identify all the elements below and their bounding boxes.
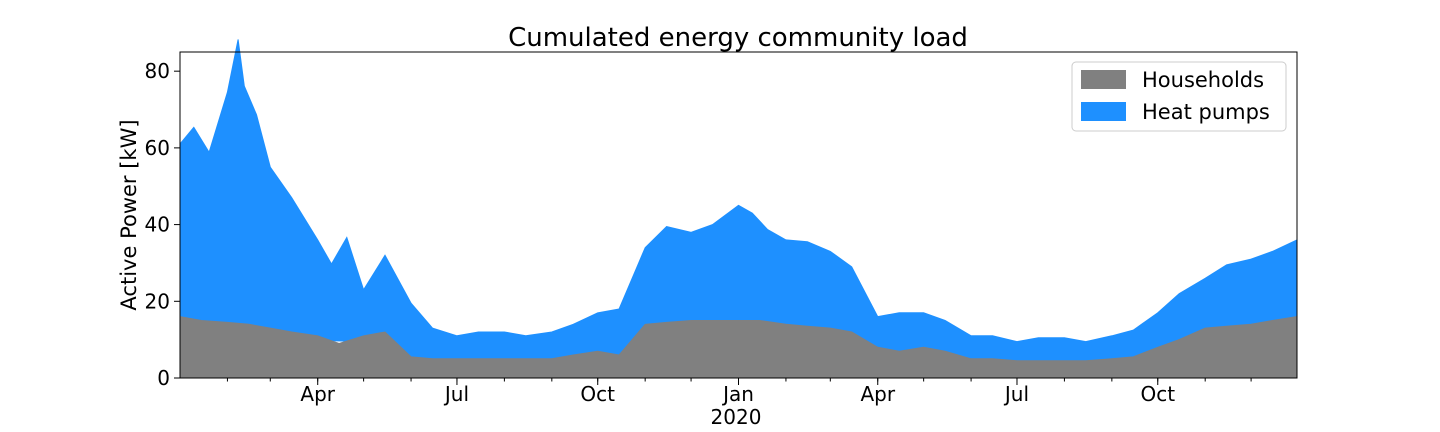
y-tick-label-0: 0	[157, 366, 170, 390]
legend: Households Heat pumps	[1071, 61, 1287, 132]
y-tick-label-2: 40	[145, 213, 170, 237]
x-tick-label-6: Oct	[1140, 382, 1175, 406]
chart-title: Cumulated energy community load	[508, 23, 968, 53]
series-layer	[179, 39, 1298, 379]
x-tick-label-3: Jan	[721, 382, 754, 406]
y-tick-label-3: 60	[145, 136, 170, 160]
y-tick-label-4: 80	[145, 59, 170, 83]
legend-label-1: Heat pumps	[1142, 100, 1270, 124]
y-axis-label: Active Power [kW]	[117, 119, 141, 310]
x-tick-label-5: Jul	[1003, 382, 1029, 406]
x-tick-label-1: Jul	[443, 382, 469, 406]
y-tick-label-1: 20	[145, 289, 170, 313]
legend-swatch-0	[1081, 70, 1126, 89]
x-axis-year-label: 2020	[711, 405, 762, 429]
legend-swatch-1	[1081, 102, 1126, 121]
legend-label-0: Households	[1142, 68, 1264, 92]
x-tick-label-4: Apr	[860, 382, 895, 406]
y-axis: 0 20 40 60 80	[145, 59, 180, 390]
x-tick-label-0: Apr	[300, 382, 335, 406]
x-tick-label-2: Oct	[580, 382, 615, 406]
x-axis: Apr Jul Oct Jan Apr Jul Oct	[226, 378, 1252, 406]
